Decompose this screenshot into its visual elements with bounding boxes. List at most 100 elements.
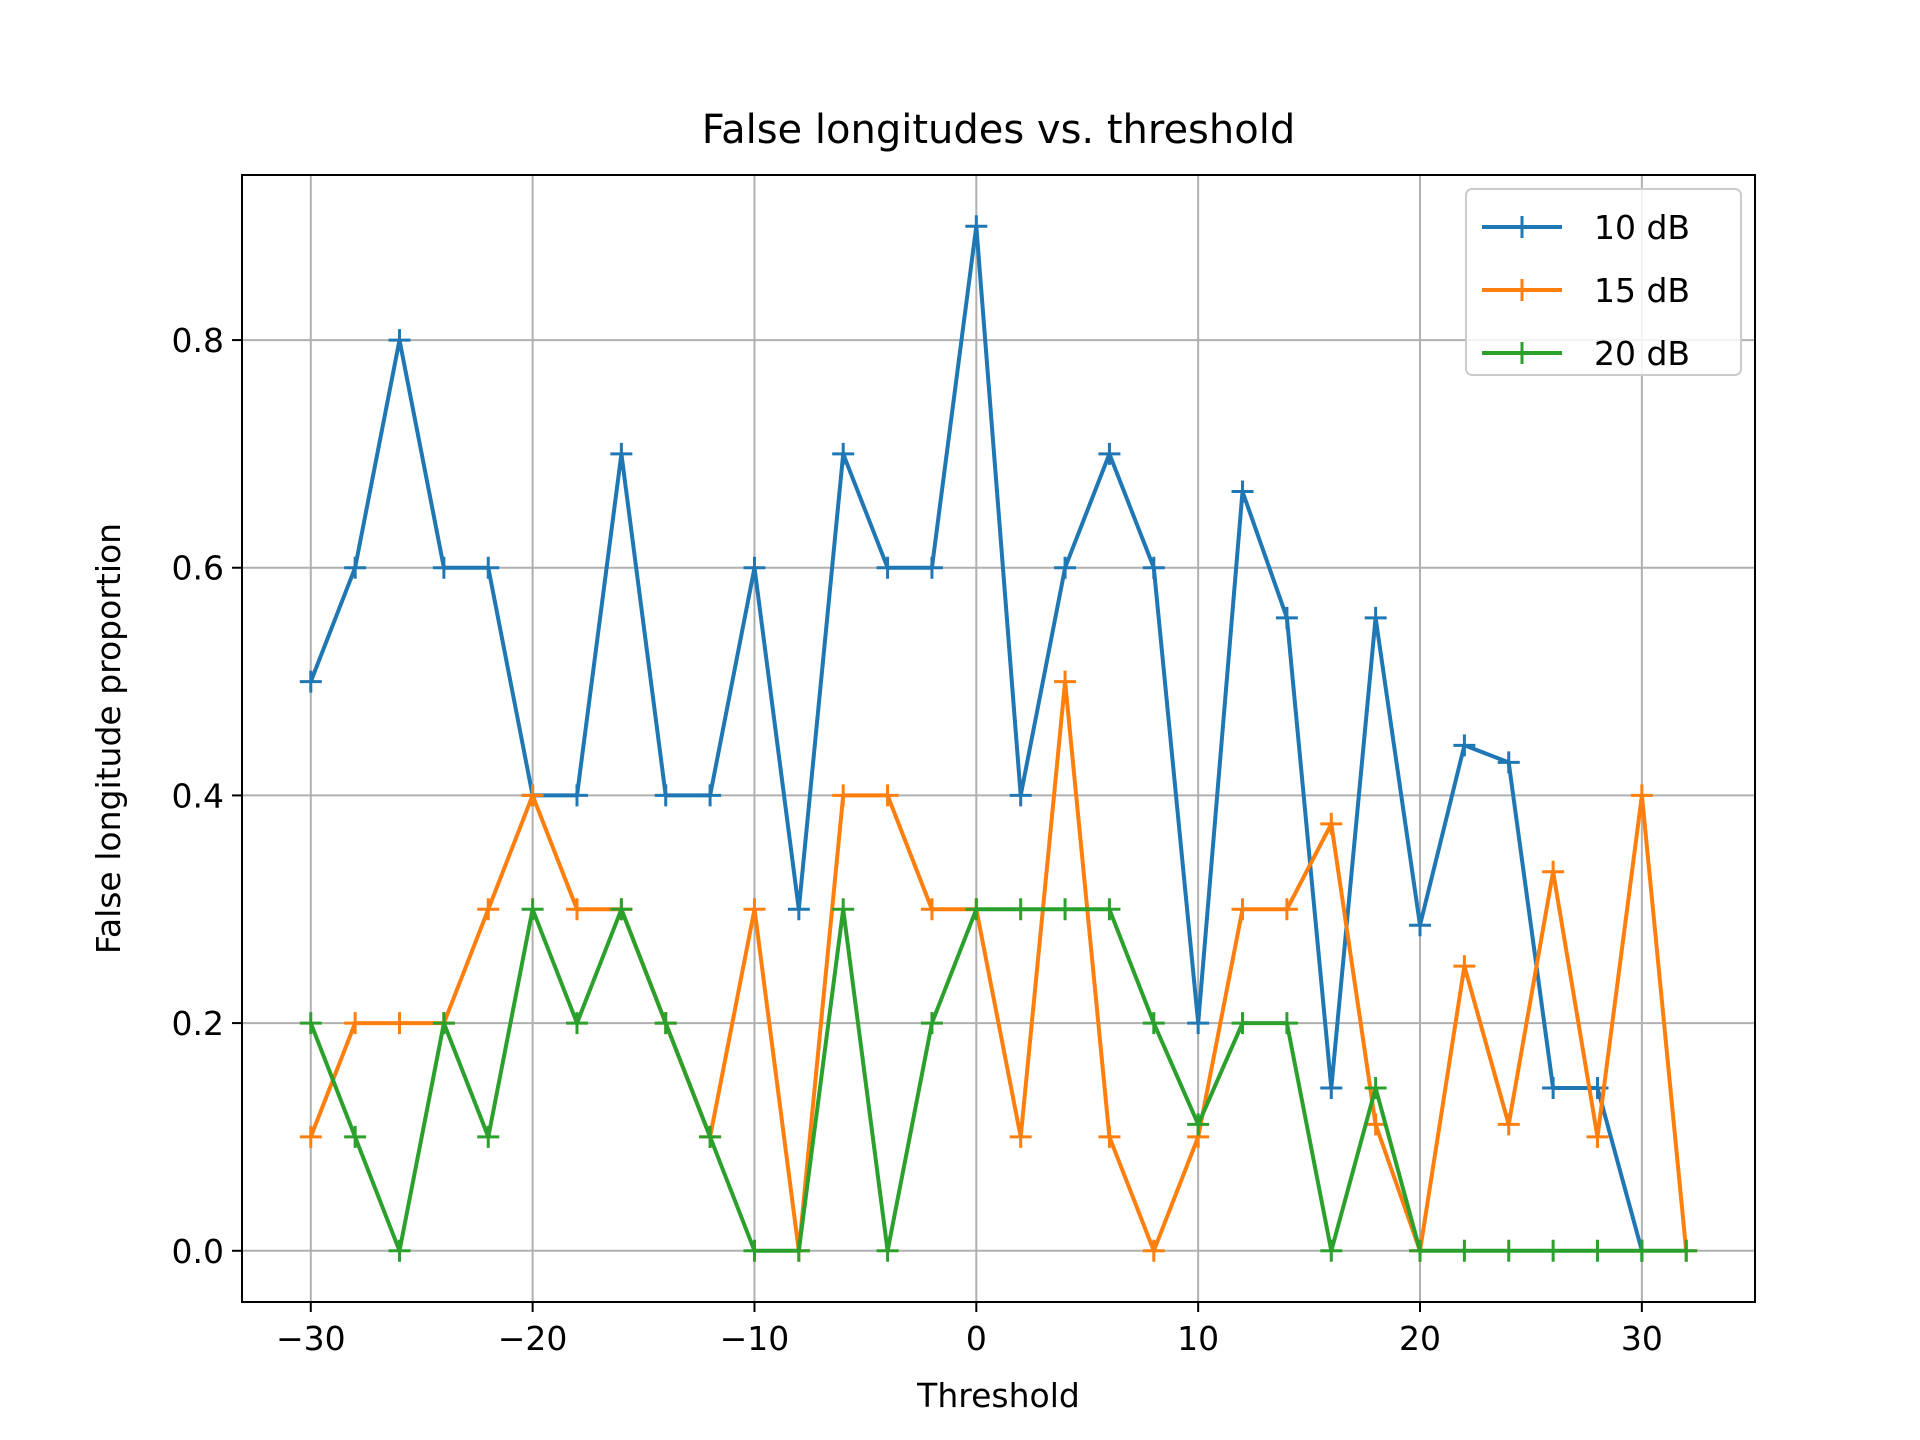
plot-frame xyxy=(241,174,1756,1303)
y-axis-label: False longitude proportion xyxy=(89,523,128,954)
data-point xyxy=(1320,1239,1343,1262)
data-point xyxy=(477,1125,500,1148)
legend-item: 15 dB xyxy=(1482,271,1690,310)
data-point xyxy=(299,1125,322,1148)
x-axis-label: Threshold xyxy=(916,1376,1080,1415)
grid xyxy=(242,175,1755,1302)
data-point xyxy=(1542,860,1565,883)
legend-box xyxy=(1465,188,1742,376)
data-point xyxy=(1009,898,1032,921)
legend-marker xyxy=(1511,342,1533,364)
legend-label: 15 dB xyxy=(1594,271,1690,310)
data-point xyxy=(876,1239,899,1262)
data-point xyxy=(1542,1239,1565,1262)
data-point xyxy=(1054,898,1077,921)
ticks: −30 −20 −10 0 10 20 30 0.0 0.2 0.4 0.6 0.8 xyxy=(172,321,1663,1358)
data-point xyxy=(432,1012,455,1035)
data-point xyxy=(1009,1125,1032,1148)
data-point xyxy=(743,1239,766,1262)
data-point xyxy=(388,1012,411,1035)
legend-label: 20 dB xyxy=(1594,334,1690,373)
x-tick-label: 0 xyxy=(966,1319,987,1358)
data-point xyxy=(1098,1125,1121,1148)
data-point xyxy=(477,556,500,579)
data-point xyxy=(743,898,766,921)
data-point xyxy=(1142,1012,1165,1035)
data-point xyxy=(1231,1012,1254,1035)
data-point xyxy=(1054,670,1077,693)
legend: 10 dB 15 dB 20 dB xyxy=(1465,188,1742,376)
data-point xyxy=(965,215,988,238)
data-point xyxy=(299,670,322,693)
data-point xyxy=(477,898,500,921)
data-point xyxy=(1586,1239,1609,1262)
data-point xyxy=(1453,734,1476,757)
data-point xyxy=(920,898,943,921)
data-point xyxy=(1630,784,1653,807)
data-point xyxy=(1187,1012,1210,1035)
data-point xyxy=(699,1125,722,1148)
data-point xyxy=(787,1239,810,1262)
data-point xyxy=(1320,812,1343,835)
data-point xyxy=(920,1012,943,1035)
legend-marker xyxy=(1511,216,1533,238)
y-tick-label: 0.8 xyxy=(172,321,224,360)
data-point xyxy=(876,784,899,807)
data-point xyxy=(1231,480,1254,503)
data-point xyxy=(1142,556,1165,579)
data-point xyxy=(1275,606,1298,629)
data-point xyxy=(1054,556,1077,579)
data-point xyxy=(1098,898,1121,921)
data-point xyxy=(565,784,588,807)
data-point xyxy=(743,556,766,579)
data-point xyxy=(1098,442,1121,465)
x-tick-label: 20 xyxy=(1399,1319,1441,1358)
x-tick-label: −10 xyxy=(720,1319,790,1358)
data-point xyxy=(1320,1076,1343,1099)
data-point xyxy=(965,898,988,921)
data-point xyxy=(1497,751,1520,774)
legend-label: 10 dB xyxy=(1594,208,1690,247)
data-point xyxy=(344,1125,367,1148)
data-point xyxy=(521,898,544,921)
data-point xyxy=(344,1012,367,1035)
legend-item: 10 dB xyxy=(1482,208,1690,247)
y-tick-label: 0.6 xyxy=(172,549,224,588)
chart-title: False longitudes vs. threshold xyxy=(702,107,1295,153)
data-point xyxy=(432,556,455,579)
data-point xyxy=(1142,1239,1165,1262)
data-point xyxy=(610,898,633,921)
x-tick-label: 10 xyxy=(1177,1319,1219,1358)
data-point xyxy=(1675,1239,1698,1262)
data-point xyxy=(1453,955,1476,978)
data-point xyxy=(565,1012,588,1035)
data-point xyxy=(521,784,544,807)
data-point xyxy=(1187,1113,1210,1136)
data-point xyxy=(1497,1239,1520,1262)
data-point xyxy=(565,898,588,921)
data-point xyxy=(832,898,855,921)
data-point xyxy=(787,898,810,921)
legend-marker xyxy=(1511,279,1533,301)
data-point xyxy=(1586,1125,1609,1148)
data-point xyxy=(610,442,633,465)
data-point xyxy=(1364,1076,1387,1099)
data-point xyxy=(1409,914,1432,937)
data-point xyxy=(1364,1113,1387,1136)
data-point xyxy=(832,784,855,807)
data-point xyxy=(388,329,411,352)
data-point xyxy=(299,1012,322,1035)
y-tick-label: 0.4 xyxy=(172,776,224,815)
data-point xyxy=(1409,1239,1432,1262)
data-point xyxy=(654,784,677,807)
series-line xyxy=(308,679,1689,1253)
x-tick-label: 30 xyxy=(1621,1319,1663,1358)
x-tick-label: −30 xyxy=(276,1319,346,1358)
y-tick-label: 0.0 xyxy=(172,1232,224,1271)
data-point xyxy=(1364,606,1387,629)
data-point xyxy=(1275,898,1298,921)
data-point xyxy=(1009,784,1032,807)
data-point xyxy=(920,556,943,579)
